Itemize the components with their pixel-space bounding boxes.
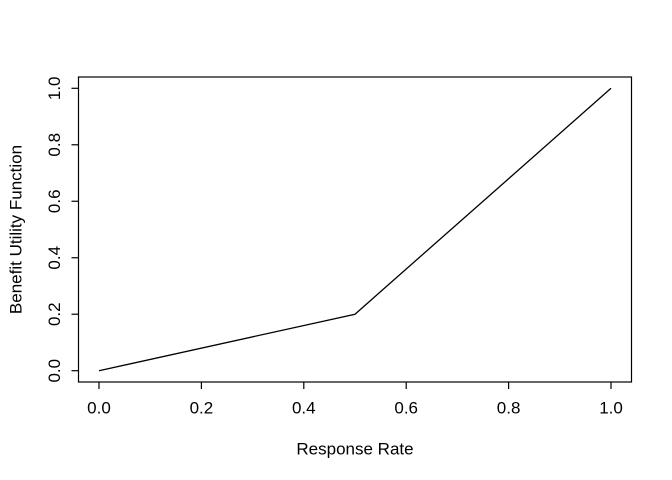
- x-tick-label: 0.4: [292, 399, 316, 418]
- series-line: [98, 87, 612, 372]
- plot-box: [77, 76, 633, 383]
- x-tick-label: 0.6: [394, 399, 418, 418]
- x-axis-title: Response Rate: [296, 440, 413, 459]
- x-tick-label: 0.2: [190, 399, 214, 418]
- x-tick-label: 0.8: [497, 399, 521, 418]
- x-tick-label: 0.0: [87, 399, 111, 418]
- y-tick-label: 0.6: [45, 189, 64, 213]
- x-tick-label: 1.0: [599, 399, 623, 418]
- y-tick-label: 0.8: [45, 133, 64, 157]
- y-tick-label: 0.4: [45, 246, 64, 270]
- x-axis: 0.0 0.2 0.4 0.6 0.8 1.0: [87, 382, 623, 418]
- y-axis-title: Benefit Utility Function: [7, 145, 26, 314]
- y-tick-label: 0.2: [45, 302, 64, 326]
- y-axis: 0.0 0.2 0.4 0.6 0.8 1.0: [45, 76, 79, 383]
- y-tick-label: 0.0: [45, 359, 64, 383]
- y-tick-label: 1.0: [45, 76, 64, 100]
